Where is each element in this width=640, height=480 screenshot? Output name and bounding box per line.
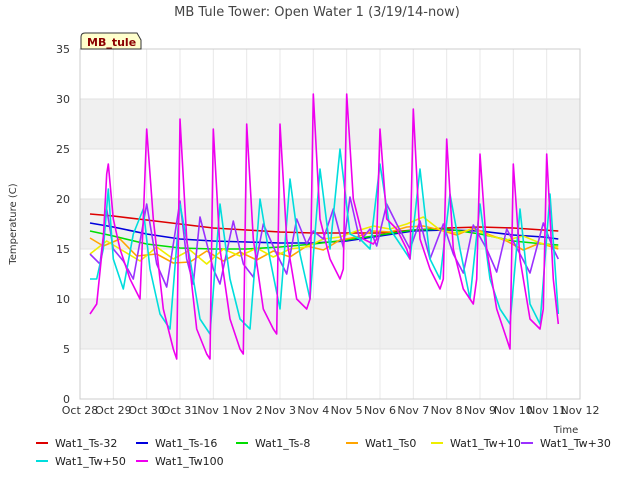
series-line-wat1-ts-32 — [89, 213, 559, 234]
legend-item: Wat1_Tw+10 — [431, 437, 521, 450]
x-tick-label: Nov 9 — [464, 404, 496, 417]
series-lines — [89, 93, 560, 360]
plot-band — [80, 99, 580, 149]
legend-label: Wat1_Tw+10 — [450, 437, 521, 450]
series-line-wat1-ts0 — [89, 225, 559, 264]
series-line-wat1-tw100 — [89, 93, 560, 360]
plot-band — [80, 299, 580, 349]
legend-label: Wat1_Tw+50 — [55, 455, 126, 468]
x-tick-label: Nov 7 — [397, 404, 429, 417]
y-tick-label: 10 — [56, 293, 70, 306]
legend-item: Wat1_Tw+50 — [36, 455, 126, 468]
x-tick-label: Oct 29 — [95, 404, 132, 417]
tag-label: MB_tule — [87, 36, 136, 49]
legend-label: Wat1_Ts-16 — [155, 437, 217, 450]
x-tick-label: Oct 28 — [62, 404, 99, 417]
y-axis-label: Temperature (C) — [8, 183, 19, 265]
y-tick-label: 35 — [56, 43, 70, 56]
x-tick-label: Nov 11 — [527, 404, 566, 417]
x-tick-label: Nov 12 — [561, 404, 600, 417]
legend-item: Wat1_Ts-8 — [236, 437, 310, 450]
tag-box-shape — [80, 32, 142, 50]
x-tick-label: Nov 6 — [364, 404, 396, 417]
x-tick-label: Nov 8 — [431, 404, 463, 417]
legend-label: Wat1_Tw100 — [155, 455, 224, 468]
x-tick-label: Nov 1 — [197, 404, 229, 417]
plot-band — [80, 199, 580, 249]
y-tick-label: 0 — [63, 393, 70, 406]
legend-item: Wat1_Ts-32 — [36, 437, 117, 450]
legend: Wat1_Ts-32 Wat1_Ts-16 Wat1_Ts-8 Wat1_Ts0 Wat… — [36, 437, 611, 468]
legend-item: Wat1_Ts-16 — [136, 437, 217, 450]
plot-frame — [79, 48, 581, 400]
x-tick-label: Nov 3 — [264, 404, 296, 417]
series-line-wat1-tw-30 — [89, 196, 560, 288]
x-tick-label: Nov 10 — [494, 404, 533, 417]
legend-item: Wat1_Tw+30 — [521, 437, 611, 450]
x-tick-label: Oct 31 — [162, 404, 199, 417]
x-tick-label: Nov 2 — [231, 404, 263, 417]
x-axis-label: Time — [553, 425, 578, 436]
plot-bands — [79, 48, 581, 400]
legend-label: Wat1_Ts-32 — [55, 437, 117, 450]
y-tick-label: 5 — [63, 343, 70, 356]
legend-label: Wat1_Ts-8 — [255, 437, 310, 450]
y-tick-label: 30 — [56, 93, 70, 106]
chart-title: MB Tule Tower: Open Water 1 (3/19/14-now… — [174, 5, 460, 20]
y-tick-label: 20 — [56, 193, 70, 206]
legend-label: Wat1_Ts0 — [365, 437, 416, 450]
legend-item: Wat1_Ts0 — [346, 437, 416, 450]
y-tick-label: 15 — [56, 243, 70, 256]
legend-label: Wat1_Tw+30 — [540, 437, 611, 450]
x-tick-label: Nov 5 — [331, 404, 363, 417]
x-tick-label: Oct 30 — [128, 404, 165, 417]
tag-box: MB_tule — [80, 32, 142, 50]
legend-item: Wat1_Tw100 — [136, 455, 224, 468]
x-tick-label: Nov 4 — [297, 404, 329, 417]
y-axis-ticks: 0 5 10 15 20 25 30 35 — [56, 43, 70, 406]
y-tick-label: 25 — [56, 143, 70, 156]
